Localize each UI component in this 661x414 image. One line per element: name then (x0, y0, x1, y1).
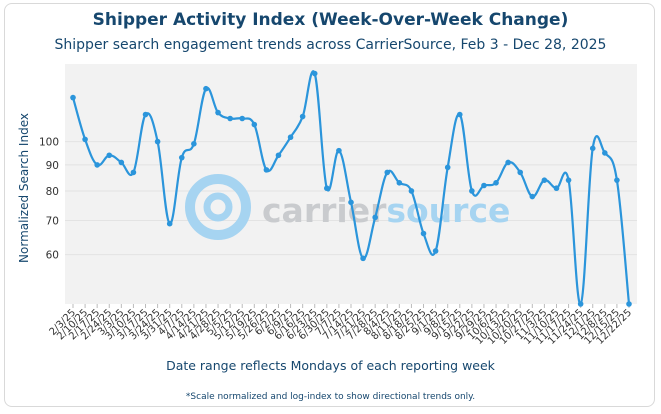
y-axis-ticks: 60 70 80 90 100 (39, 137, 59, 262)
data-point (614, 177, 620, 183)
svg-text:carriersource: carriersource (262, 191, 510, 230)
data-point (602, 150, 608, 156)
data-point (70, 94, 76, 101)
data-point (348, 199, 354, 206)
data-point (469, 188, 475, 194)
data-point (215, 109, 221, 116)
data-point (384, 169, 391, 176)
data-point (408, 188, 415, 194)
y-tick-label: 100 (39, 137, 59, 149)
data-point (360, 255, 366, 262)
data-point (251, 121, 258, 128)
data-point (336, 147, 342, 154)
data-point (106, 152, 113, 159)
data-point (82, 136, 88, 143)
watermark-word-carrier: carrier (262, 191, 387, 230)
watermark-word-source: source (386, 191, 510, 230)
data-point (275, 152, 282, 159)
watermark: carriersource (185, 174, 510, 240)
data-point (626, 301, 632, 307)
data-point (505, 159, 511, 166)
data-points (70, 70, 632, 307)
data-point (396, 180, 403, 186)
watermark-logo-outer-ring (185, 174, 251, 240)
y-tick-label: 70 (46, 216, 59, 228)
watermark-logo-inner-ring (203, 192, 233, 222)
y-axis-label: Normalized Search Index (17, 113, 31, 263)
data-point (372, 214, 378, 221)
data-point (311, 70, 318, 77)
data-point (118, 159, 125, 166)
x-axis-label: Date range reflects Mondays of each repo… (166, 358, 495, 373)
y-tick-label: 60 (46, 250, 59, 262)
data-point (444, 164, 451, 171)
data-point (166, 220, 173, 227)
data-point (287, 134, 294, 141)
data-point (203, 85, 209, 92)
data-point (517, 169, 524, 176)
data-point (529, 193, 536, 200)
data-point (553, 185, 560, 192)
footnote: *Scale normalized and log-index to show … (185, 392, 476, 402)
data-point (577, 301, 584, 307)
x-axis-ticks: 2/3/252/10/252/17/252/24/253/3/253/10/25… (48, 304, 634, 347)
data-point (324, 185, 330, 192)
y-tick-label: 80 (46, 186, 59, 198)
data-point (493, 180, 499, 186)
data-point (565, 177, 572, 183)
data-point (227, 115, 233, 122)
data-point (154, 138, 161, 145)
data-point (94, 162, 100, 168)
data-point (130, 169, 137, 176)
chart-title: Shipper Activity Index (Week-Over-Week C… (92, 10, 569, 30)
data-point (432, 248, 439, 254)
data-point (589, 145, 596, 152)
data-point (456, 111, 463, 118)
chart-subtitle: Shipper search engagement trends across … (54, 37, 607, 53)
data-point (420, 230, 427, 237)
data-point (299, 113, 306, 120)
data-point (178, 154, 185, 161)
data-point (191, 141, 197, 147)
data-point (142, 111, 149, 118)
data-point (481, 182, 487, 189)
data-point (263, 167, 270, 173)
data-point (239, 115, 246, 122)
y-tick-label: 90 (46, 160, 59, 172)
data-point (541, 177, 548, 183)
